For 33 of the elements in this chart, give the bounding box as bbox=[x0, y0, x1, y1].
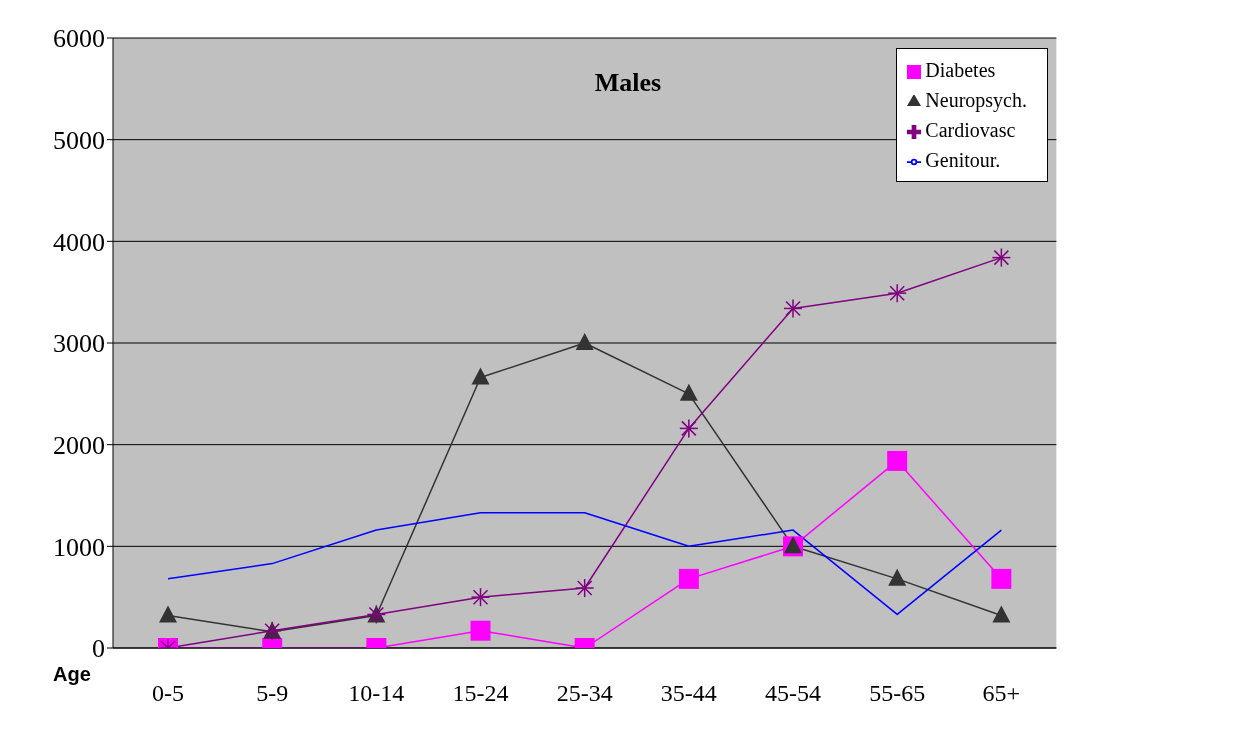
x-tick-label: 5-9 bbox=[256, 680, 289, 707]
point bbox=[471, 367, 490, 385]
x-axis-title: Age bbox=[53, 663, 91, 686]
point bbox=[678, 568, 699, 589]
y-tick-label: 2000 bbox=[53, 430, 105, 460]
point bbox=[888, 568, 907, 586]
point bbox=[470, 620, 491, 641]
x-tick-label: 35-44 bbox=[660, 680, 717, 707]
legend-label: Cardiovasc bbox=[925, 119, 1016, 141]
x-tick-label: 55-65 bbox=[869, 680, 926, 707]
line-series bbox=[167, 512, 1003, 616]
point bbox=[887, 450, 908, 471]
text: Males bbox=[593, 68, 663, 98]
legend-label: Neuropsych. bbox=[925, 89, 1027, 111]
x-tick-label: 10-14 bbox=[348, 680, 405, 707]
x-tick-label: 0-5 bbox=[152, 680, 184, 707]
point bbox=[992, 605, 1011, 623]
y-tick-label: 1000 bbox=[53, 532, 105, 562]
y-tick-label: 0 bbox=[92, 634, 105, 664]
x-tick-label: 45-54 bbox=[765, 680, 822, 707]
y-tick-label: 5000 bbox=[53, 125, 105, 155]
legend-label: Genitour. bbox=[925, 149, 1001, 171]
x-tick-label: 25-34 bbox=[556, 680, 613, 707]
y-tick-label: 3000 bbox=[53, 329, 105, 359]
x-tick-label: 65+ bbox=[982, 680, 1021, 707]
x-tick-label: 15-24 bbox=[452, 680, 509, 707]
y-tick-label: 4000 bbox=[53, 227, 105, 257]
point bbox=[991, 568, 1012, 589]
legend-label: Diabetes bbox=[925, 59, 996, 81]
point bbox=[159, 605, 177, 623]
point bbox=[575, 333, 594, 350]
point bbox=[679, 383, 698, 401]
y-tick-label: 6000 bbox=[53, 24, 105, 54]
